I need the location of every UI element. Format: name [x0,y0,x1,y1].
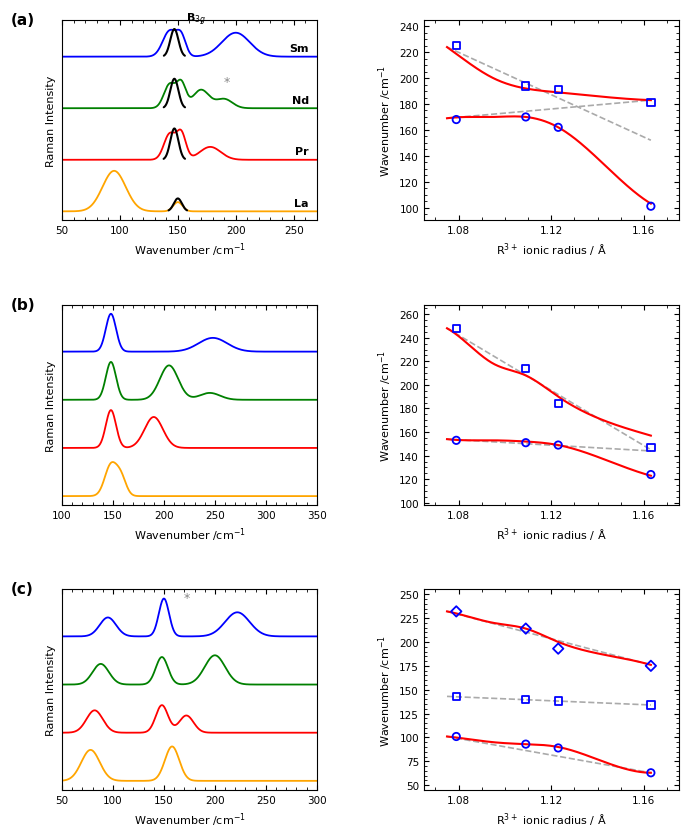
Point [646,698,657,711]
Point [646,468,657,482]
Y-axis label: Wavenumber /cm$^{-1}$: Wavenumber /cm$^{-1}$ [376,634,393,746]
Text: La: La [294,198,309,208]
Point [451,114,462,127]
Point [553,439,564,452]
Y-axis label: Raman Intensity: Raman Intensity [46,359,56,451]
Text: *: * [183,591,189,604]
Text: (a): (a) [11,13,35,28]
Point [553,742,564,755]
Y-axis label: Raman Intensity: Raman Intensity [46,645,56,736]
Point [451,605,462,619]
Text: *: * [223,76,229,89]
Point [646,441,657,455]
X-axis label: R$^{3+}$ ionic radius / Å: R$^{3+}$ ionic radius / Å [496,810,606,828]
Point [520,436,531,450]
Point [553,84,564,97]
Point [646,766,657,779]
X-axis label: Wavenumber /cm$^{-1}$: Wavenumber /cm$^{-1}$ [134,526,245,543]
Point [553,121,564,135]
Y-axis label: Raman Intensity: Raman Intensity [46,75,56,166]
Text: B$_{3g}$: B$_{3g}$ [186,12,206,28]
Point [451,434,462,447]
Point [520,693,531,706]
Point [451,40,462,54]
Text: (c): (c) [11,582,34,597]
X-axis label: R$^{3+}$ ionic radius / Å: R$^{3+}$ ionic radius / Å [496,242,606,259]
X-axis label: R$^{3+}$ ionic radius / Å: R$^{3+}$ ionic radius / Å [496,526,606,543]
Point [646,97,657,110]
Point [646,660,657,673]
Point [520,80,531,94]
Point [451,322,462,335]
Point [520,362,531,375]
X-axis label: Wavenumber /cm$^{-1}$: Wavenumber /cm$^{-1}$ [134,242,245,259]
Point [451,730,462,743]
Text: Nd: Nd [291,95,309,105]
Point [451,690,462,703]
X-axis label: Wavenumber /cm$^{-1}$: Wavenumber /cm$^{-1}$ [134,810,245,828]
Point [520,622,531,635]
Y-axis label: Wavenumber /cm$^{-1}$: Wavenumber /cm$^{-1}$ [376,349,393,461]
Text: Sm: Sm [289,44,309,54]
Point [520,737,531,751]
Y-axis label: Wavenumber /cm$^{-1}$: Wavenumber /cm$^{-1}$ [376,65,393,177]
Point [553,695,564,708]
Point [520,111,531,125]
Point [646,201,657,214]
Point [553,398,564,411]
Point [553,642,564,655]
Text: Pr: Pr [295,147,309,157]
Text: (b): (b) [11,298,36,313]
